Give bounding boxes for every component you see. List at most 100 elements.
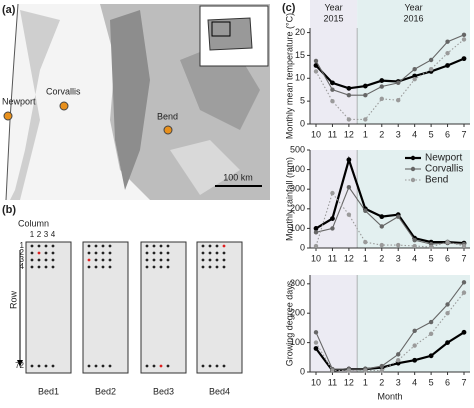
data-point bbox=[412, 237, 417, 243]
x-axis-label: Month bbox=[377, 391, 402, 401]
city-label: Newport bbox=[2, 96, 36, 106]
y-tick-label: 20 bbox=[295, 27, 305, 37]
period-label: 2015 bbox=[324, 13, 344, 23]
plant bbox=[51, 244, 55, 248]
data-point bbox=[330, 190, 335, 196]
column-number: 3 bbox=[44, 230, 49, 239]
plant bbox=[94, 251, 98, 255]
x-tick-label: 1 bbox=[363, 253, 368, 263]
data-point bbox=[412, 66, 417, 72]
plant bbox=[159, 258, 163, 262]
data-point bbox=[379, 242, 384, 248]
arrow-head bbox=[17, 360, 23, 367]
y-tick-label: 0 bbox=[300, 118, 305, 128]
plant bbox=[108, 251, 112, 255]
plant bbox=[94, 364, 98, 368]
data-point bbox=[330, 80, 335, 86]
x-tick-label: 2 bbox=[379, 253, 384, 263]
data-point bbox=[412, 243, 417, 249]
data-point bbox=[313, 230, 319, 235]
plant bbox=[152, 244, 156, 248]
bed bbox=[140, 241, 187, 374]
data-point bbox=[445, 340, 450, 346]
data-point bbox=[428, 353, 434, 359]
legend-label: Bend bbox=[425, 175, 448, 186]
data-point bbox=[346, 212, 352, 217]
x-tick-label: 4 bbox=[412, 253, 417, 263]
y-tick-label: 0 bbox=[300, 242, 305, 252]
series-line bbox=[315, 156, 465, 245]
data-point bbox=[363, 117, 368, 122]
series-line bbox=[315, 34, 465, 96]
plant bbox=[222, 364, 226, 368]
data-point bbox=[461, 56, 467, 62]
data-point bbox=[428, 244, 434, 250]
legend-marker bbox=[410, 166, 416, 172]
y-tick-label: 100 bbox=[290, 337, 305, 347]
data-point bbox=[445, 39, 450, 44]
data-point bbox=[412, 343, 417, 348]
x-tick-label: 12 bbox=[344, 129, 354, 139]
plant bbox=[87, 364, 91, 368]
data-point bbox=[346, 117, 352, 122]
bed-label: Bed1 bbox=[38, 386, 59, 396]
map: Newport Corvallis Bend 100 km bbox=[0, 3, 270, 201]
x-tick-label: 3 bbox=[396, 253, 401, 263]
plant bbox=[101, 251, 105, 255]
city-label: Corvallis bbox=[46, 86, 81, 96]
plant bbox=[37, 251, 41, 255]
y-axis-label: Monthly mean temperature (°C) bbox=[284, 13, 294, 139]
plant bbox=[30, 258, 34, 262]
data-point bbox=[445, 50, 450, 56]
data-point bbox=[379, 368, 384, 373]
data-point bbox=[445, 311, 450, 316]
plant bbox=[159, 251, 163, 255]
plant bbox=[94, 258, 98, 262]
plant bbox=[30, 244, 34, 248]
inset-box bbox=[211, 21, 231, 37]
data-point bbox=[379, 224, 384, 229]
y-tick-label: 400 bbox=[290, 164, 305, 174]
data-point bbox=[313, 69, 319, 74]
plant bbox=[108, 364, 112, 368]
plant bbox=[222, 251, 226, 255]
data-point bbox=[379, 214, 385, 220]
period-2016 bbox=[357, 275, 470, 372]
plant bbox=[159, 265, 163, 269]
data-point bbox=[363, 208, 368, 213]
panel-label: (c) bbox=[282, 2, 296, 14]
plant bbox=[44, 251, 48, 255]
x-tick-label: 3 bbox=[396, 129, 401, 139]
y-tick-label: 100 bbox=[290, 223, 305, 233]
data-point bbox=[445, 63, 450, 68]
data-point bbox=[461, 290, 467, 295]
data-point bbox=[428, 331, 434, 336]
plant bbox=[37, 265, 41, 269]
data-point bbox=[363, 93, 368, 98]
plant bbox=[37, 258, 41, 262]
data-point bbox=[379, 78, 385, 83]
series-line bbox=[315, 281, 465, 370]
y-tick-label: 300 bbox=[290, 184, 305, 194]
plant bbox=[30, 251, 34, 255]
plant bbox=[222, 265, 226, 269]
plant bbox=[30, 265, 34, 269]
plant bbox=[201, 244, 205, 248]
y-tick-label: 15 bbox=[295, 50, 305, 60]
x-tick-label: 10 bbox=[311, 377, 321, 387]
plant bbox=[101, 258, 105, 262]
data-point bbox=[313, 243, 319, 249]
plant bbox=[51, 265, 55, 269]
row-number: 4 bbox=[20, 262, 25, 271]
plant bbox=[94, 265, 98, 269]
period-2016 bbox=[357, 150, 470, 248]
legend-label: Corvallis bbox=[425, 164, 463, 175]
data-point bbox=[313, 340, 319, 345]
plant bbox=[51, 258, 55, 262]
data-point bbox=[313, 63, 319, 68]
plant bbox=[201, 364, 205, 368]
data-point bbox=[313, 330, 319, 335]
data-point bbox=[461, 280, 467, 285]
plant bbox=[37, 244, 41, 248]
plant bbox=[159, 364, 163, 368]
